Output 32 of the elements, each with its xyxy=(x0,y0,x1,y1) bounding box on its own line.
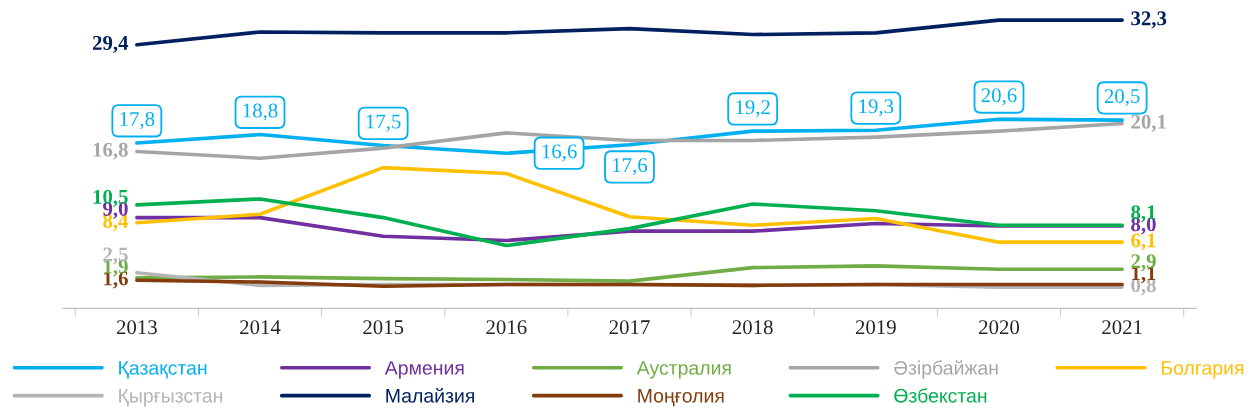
legend-label: Малайзия xyxy=(386,388,474,403)
x-tick-label: 2015 xyxy=(363,320,404,335)
data-label: 19,2 xyxy=(736,100,770,118)
data-label: 20,1 xyxy=(1131,114,1166,132)
x-tick-label: 2013 xyxy=(116,320,157,335)
x-tick-label: 2017 xyxy=(609,320,650,335)
data-label: 17,8 xyxy=(120,111,155,130)
data-label: 20,5 xyxy=(1104,89,1140,107)
legend-label: Армения xyxy=(384,361,464,379)
legend-label: Өзбекстан xyxy=(894,388,987,403)
data-label: 17,6 xyxy=(613,158,648,176)
data-label: 6,1 xyxy=(1131,233,1156,251)
data-label: 32,3 xyxy=(1131,11,1167,29)
data-label: 16,6 xyxy=(542,144,577,162)
data-label: 17,5 xyxy=(366,114,401,132)
data-label: 29,4 xyxy=(92,35,129,53)
legend-label: Әзірбайжан xyxy=(894,360,998,379)
x-tick-label: 2019 xyxy=(855,320,896,335)
x-tick-label: 2021 xyxy=(1102,320,1142,335)
legend-label: Моңғолия xyxy=(638,389,724,407)
legend-label: Қырғызстан xyxy=(119,389,223,407)
legend-label: Болгария xyxy=(1161,361,1244,379)
legend-label: Қазақстан xyxy=(119,361,207,379)
data-label: 20,6 xyxy=(981,88,1017,106)
legend-label: Аустралия xyxy=(636,361,731,379)
x-tick-label: 2020 xyxy=(979,320,1020,335)
x-tick-label: 2018 xyxy=(732,320,773,335)
data-label: 18,8 xyxy=(243,103,278,121)
x-tick-label: 2016 xyxy=(486,320,527,335)
data-label: 16,8 xyxy=(93,142,128,160)
x-tick-label: 2014 xyxy=(240,320,281,335)
data-label: 19,3 xyxy=(859,99,894,117)
